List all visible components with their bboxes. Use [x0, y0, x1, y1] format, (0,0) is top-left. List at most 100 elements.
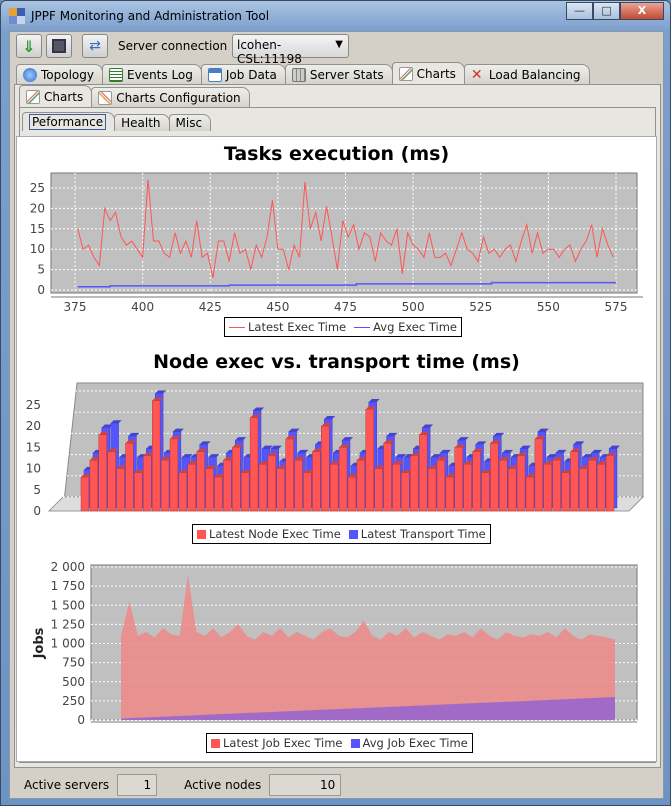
tab-events-log[interactable]: Events Log — [102, 64, 202, 84]
chevron-down-icon: ▼ — [335, 39, 343, 50]
title-bar: JPPF Monitoring and Administration Tool — [9, 7, 269, 25]
maximize-button[interactable]: □ — [593, 2, 620, 20]
bar-top — [235, 437, 247, 441]
bar-top — [214, 474, 226, 478]
bar-node-exec-time — [276, 468, 285, 512]
save-button[interactable] — [46, 34, 72, 58]
y-tick-label: 10 — [30, 242, 45, 256]
bar-node-exec-time — [169, 438, 179, 512]
y-tick-label: 250 — [62, 694, 85, 708]
bar-node-exec-time — [321, 426, 330, 512]
tab-label: Peformance — [29, 114, 107, 130]
bar-top — [537, 428, 549, 432]
tab-label: Load Balancing — [488, 67, 581, 82]
main-tabs: Topology Events Log Job Data Server Stat… — [16, 62, 590, 84]
bar-node-exec-time — [134, 472, 143, 512]
bar-top — [208, 454, 220, 458]
bar-node-exec-time — [383, 442, 392, 512]
bar-top — [591, 449, 603, 453]
bar-top — [383, 440, 395, 444]
y-tick-label: 1 750 — [51, 579, 85, 593]
bar-top — [196, 448, 208, 452]
bar-node-exec-time — [214, 476, 223, 512]
bar-node-exec-time — [160, 459, 170, 512]
bar-node-exec-time — [178, 472, 187, 512]
server-connection-value: lcohen-CSL:11198 — [237, 38, 302, 66]
bar-top — [178, 469, 190, 473]
bar-node-exec-time — [196, 451, 205, 512]
tab-server-stats[interactable]: Server Stats — [284, 64, 393, 84]
refresh-button[interactable]: ⇓ — [16, 34, 42, 58]
tools-icon: ✕ — [470, 66, 483, 83]
connection-button[interactable]: ⇄ — [82, 34, 108, 58]
bar-top — [546, 454, 558, 458]
bar-node-exec-time — [392, 464, 401, 512]
bar-node-exec-time — [499, 459, 508, 512]
toolbar: ⇓ ⇄ Server connection — [16, 34, 227, 58]
bar-node-exec-time — [463, 464, 472, 512]
bar-node-exec-time — [552, 459, 561, 512]
y-tick-label: 0 — [33, 504, 41, 518]
bar-top — [490, 440, 502, 444]
y-tick-label: 25 — [26, 398, 41, 412]
download-arrow-icon: ⇓ — [22, 36, 36, 56]
bar-top — [152, 397, 164, 401]
x-tick-label: 450 — [266, 300, 289, 314]
tab-label: Job Data — [225, 67, 277, 82]
bar-top — [101, 424, 113, 428]
bar-top — [401, 469, 413, 473]
tab-job-data[interactable]: Job Data — [200, 64, 286, 84]
tab-misc[interactable]: Misc — [168, 114, 212, 131]
tab-load-balancing[interactable]: ✕ Load Balancing — [463, 64, 590, 84]
bar-node-exec-time — [205, 468, 214, 512]
tab-label: Charts Configuration — [116, 90, 241, 105]
bar-top — [570, 448, 582, 452]
bar-top — [386, 432, 398, 436]
bar-top — [276, 465, 288, 469]
bar-top — [579, 465, 591, 469]
bar-top — [294, 457, 306, 461]
tab-topology[interactable]: Topology — [16, 64, 103, 84]
bar-node-exec-time — [374, 468, 383, 512]
y-tick-label: 500 — [62, 675, 85, 689]
tab-label: Server Stats — [309, 67, 384, 82]
x-tick-label: 500 — [402, 300, 425, 314]
tab-label: Health — [121, 116, 161, 130]
series-latest-exec-time — [77, 179, 614, 278]
bar-node-exec-time — [605, 455, 615, 512]
legend-item: Avg Job Exec Time — [350, 736, 468, 750]
tab-performance[interactable]: Peformance — [22, 112, 116, 131]
bar-top — [98, 431, 110, 435]
bar-top — [472, 448, 484, 452]
tab-health[interactable]: Health — [114, 114, 170, 131]
bar-node-exec-time — [116, 468, 125, 512]
tab-charts-view[interactable]: Charts — [19, 85, 93, 107]
legend-item: Latest Job Exec Time — [211, 736, 343, 750]
bar-top — [410, 452, 422, 456]
bar-node-exec-time — [410, 455, 419, 512]
tab-charts-configuration[interactable]: Charts Configuration — [91, 87, 250, 107]
active-servers-label: Active servers — [24, 778, 110, 792]
bar-node-exec-time — [588, 459, 597, 512]
y-tick-label: 1 000 — [51, 637, 85, 651]
bar-top — [223, 457, 235, 461]
bar-top — [199, 441, 211, 445]
bar-node-exec-time — [419, 434, 428, 512]
minimize-button[interactable]: — — [566, 2, 593, 20]
bar-node-exec-time — [330, 464, 339, 512]
bar-top — [232, 444, 244, 448]
bar-top — [499, 457, 511, 461]
tab-charts[interactable]: Charts — [391, 62, 465, 84]
bar-node-exec-time — [365, 409, 374, 512]
log-icon — [109, 67, 123, 82]
bar-node-exec-time — [570, 451, 579, 512]
topology-icon — [23, 67, 37, 82]
bar-top — [520, 445, 531, 449]
bar-top — [365, 406, 377, 410]
bar-node-exec-time — [223, 459, 232, 512]
close-button[interactable]: X — [620, 2, 664, 20]
y-tick-label: 1 500 — [51, 598, 85, 612]
bar-top — [143, 452, 155, 456]
server-connection-select[interactable]: lcohen-CSL:11198 ▼ — [232, 34, 349, 66]
bar-top — [128, 432, 140, 436]
